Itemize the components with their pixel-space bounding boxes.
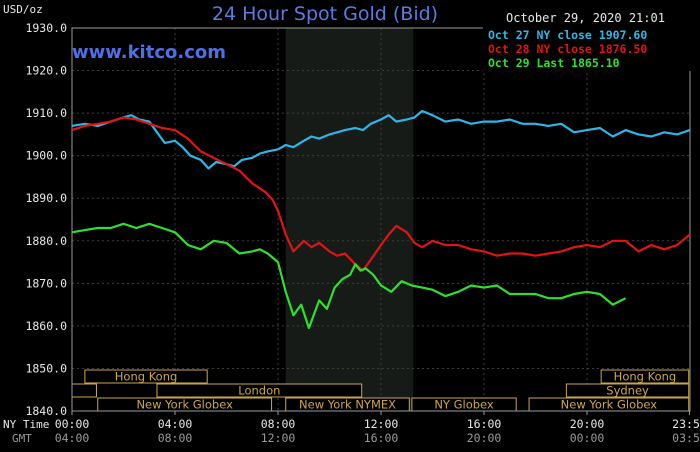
series-line-2 bbox=[71, 222, 627, 330]
y-axis-ticks: 1840.0 1850.0 1860.0 1870.0 1880.0 1890.0 1900… bbox=[25, 21, 67, 418]
legend-oct27: Oct 27 NY close 1907.60 bbox=[488, 28, 647, 42]
x-axis-ticks: 00:0004:0004:0008:0008:0012:0012:0016:00… bbox=[55, 411, 700, 445]
y-tick-label: 1870.0 bbox=[25, 276, 67, 290]
x-tick-label-ny: 23:59 bbox=[672, 417, 700, 431]
x-tick-label-ny: 00:00 bbox=[55, 417, 90, 431]
x-tick-label-ny: 08:00 bbox=[261, 417, 296, 431]
x-tick-label-ny: 20:00 bbox=[570, 417, 605, 431]
x-tick-label-gmt: 20:00 bbox=[467, 431, 502, 445]
legend: Oct 27 NY close 1907.60 Oct 28 NY close … bbox=[483, 27, 693, 71]
y-tick-label: 1850.0 bbox=[25, 361, 67, 375]
legend-oct28: Oct 28 NY close 1876.50 bbox=[488, 42, 647, 56]
x-tick-label-gmt: 16:00 bbox=[364, 431, 399, 445]
session-label: Sydney bbox=[606, 384, 649, 398]
session-label: New York NYMEX bbox=[299, 398, 396, 412]
session-label: Hong Kong bbox=[115, 370, 178, 384]
series-line-0 bbox=[71, 109, 691, 170]
ny-time-label: NY Time bbox=[3, 418, 49, 431]
session-label: NY Globex bbox=[434, 398, 494, 412]
chart-title: 24 Hour Spot Gold (Bid) bbox=[212, 3, 438, 25]
brand-watermark: www.kitco.com bbox=[72, 42, 226, 63]
y-tick-label: 1920.0 bbox=[25, 64, 67, 78]
x-tick-label-ny: 04:00 bbox=[158, 417, 193, 431]
price-series bbox=[71, 109, 691, 330]
x-tick-label-gmt: 08:00 bbox=[158, 431, 193, 445]
x-tick-label-ny: 12:00 bbox=[364, 417, 399, 431]
series-line-1 bbox=[71, 116, 691, 272]
nymex-session-highlight bbox=[285, 28, 414, 411]
y-tick-label: 1930.0 bbox=[25, 21, 67, 35]
x-tick-label-gmt: 12:00 bbox=[261, 431, 296, 445]
x-tick-label-ny: 16:00 bbox=[467, 417, 502, 431]
y-tick-label: 1910.0 bbox=[25, 106, 67, 120]
legend-oct29: Oct 29 Last 1865.10 bbox=[488, 56, 620, 70]
y-tick-label: 1890.0 bbox=[25, 191, 67, 205]
session-label: New York Globex bbox=[136, 398, 233, 412]
session-label: London bbox=[238, 384, 280, 398]
session-label: New York Globex bbox=[561, 398, 658, 412]
y-tick-label: 1860.0 bbox=[25, 319, 67, 333]
y-tick-label: 1840.0 bbox=[25, 404, 67, 418]
x-tick-label-gmt: 00:00 bbox=[570, 431, 605, 445]
session-bar bbox=[71, 383, 97, 398]
y-tick-label: 1900.0 bbox=[25, 149, 67, 163]
y-axis-label: USD/oz bbox=[3, 3, 43, 16]
y-tick-label: 1880.0 bbox=[25, 234, 67, 248]
gmt-label: GMT bbox=[12, 432, 32, 445]
session-bar bbox=[84, 369, 208, 384]
x-tick-label-gmt: 03:59 bbox=[672, 431, 700, 445]
session-bar bbox=[600, 369, 690, 384]
session-bar bbox=[156, 383, 363, 398]
session-label: Hong Kong bbox=[614, 370, 677, 384]
x-tick-label-gmt: 04:00 bbox=[55, 431, 90, 445]
session-bar bbox=[565, 383, 690, 398]
chart-timestamp: October 29, 2020 21:01 bbox=[506, 11, 665, 25]
